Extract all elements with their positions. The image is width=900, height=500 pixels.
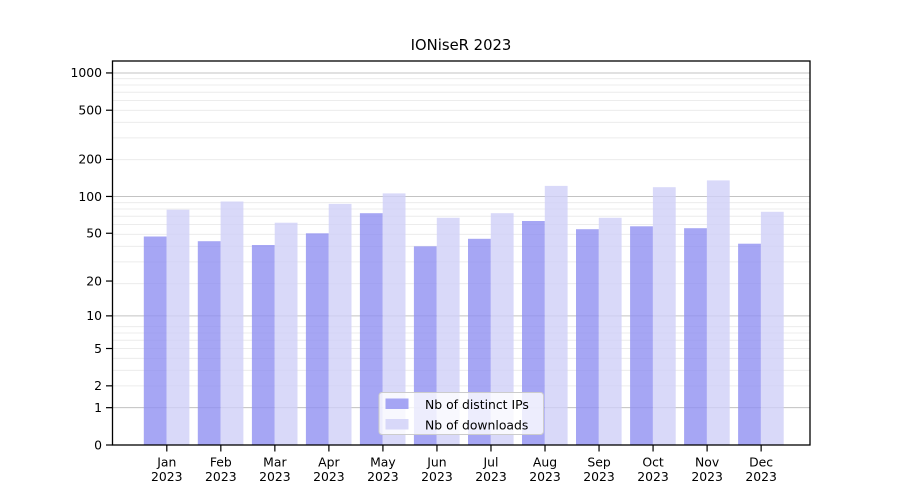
chart-title: IONiseR 2023 <box>410 37 512 54</box>
legend-label-nb-of-downloads: Nb of downloads <box>425 418 528 433</box>
x-tick-label-month-mar: Mar <box>263 455 287 470</box>
x-tick-label-year-mar: 2023 <box>259 469 291 484</box>
y-tick-label-2: 2 <box>94 378 102 393</box>
bar-oct-nb-of-distinct-ips <box>630 226 653 445</box>
x-tick-label-month-jun: Jun <box>426 455 446 470</box>
x-tick-label-year-aug: 2023 <box>529 469 561 484</box>
y-tick-label-100: 100 <box>78 189 102 204</box>
x-tick-label-month-jul: Jul <box>483 455 499 470</box>
bar-nov-nb-of-distinct-ips <box>684 228 707 445</box>
y-tick-label-0: 0 <box>94 437 102 452</box>
y-tick-label-500: 500 <box>78 103 102 118</box>
x-tick-label-year-jan: 2023 <box>151 469 183 484</box>
legend-label-nb-of-distinct-ips: Nb of distinct IPs <box>425 397 529 412</box>
bar-mar-nb-of-distinct-ips <box>251 245 275 445</box>
y-tick-label-200: 200 <box>78 152 102 167</box>
x-tick-label-year-sep: 2023 <box>583 469 615 484</box>
x-tick-label-year-oct: 2023 <box>637 469 669 484</box>
x-tick-label-month-may: May <box>370 455 396 470</box>
bar-jun-nb-of-downloads <box>436 217 460 445</box>
y-tick-label-10: 10 <box>86 308 102 323</box>
x-tick-label-year-apr: 2023 <box>313 469 345 484</box>
x-tick-label-month-oct: Oct <box>642 455 664 470</box>
bar-mar-nb-of-downloads <box>274 222 298 445</box>
bar-sep-nb-of-downloads <box>598 217 622 445</box>
x-tick-label-month-dec: Dec <box>749 455 773 470</box>
y-tick-label-1000: 1000 <box>70 65 102 80</box>
bar-dec-nb-of-downloads <box>760 211 784 445</box>
bar-sep-nb-of-distinct-ips <box>576 229 599 445</box>
bar-apr-nb-of-distinct-ips <box>305 233 329 445</box>
bar-jul-nb-of-downloads <box>490 213 514 445</box>
x-axis: Jan2023Feb2023Mar2023Apr2023May2023Jun20… <box>151 445 777 484</box>
bar-jan-nb-of-downloads <box>166 209 190 445</box>
bar-aug-nb-of-distinct-ips <box>522 221 545 445</box>
bar-dec-nb-of-distinct-ips <box>738 243 761 445</box>
bar-aug-nb-of-downloads <box>544 185 568 445</box>
x-tick-label-year-jul: 2023 <box>475 469 507 484</box>
x-tick-label-year-dec: 2023 <box>745 469 777 484</box>
bar-nov-nb-of-downloads <box>706 180 730 445</box>
y-tick-label-50: 50 <box>86 226 102 241</box>
legend: Nb of distinct IPs Nb of downloads <box>378 392 544 435</box>
x-tick-label-month-nov: Nov <box>695 455 719 470</box>
bar-jan-nb-of-distinct-ips <box>143 236 167 445</box>
bar-feb-nb-of-downloads <box>220 201 244 445</box>
x-tick-label-month-feb: Feb <box>210 455 232 470</box>
legend-swatch-nb-of-downloads <box>385 419 409 430</box>
x-tick-label-month-jan: Jan <box>156 455 176 470</box>
x-tick-label-month-sep: Sep <box>587 455 610 470</box>
bar-oct-nb-of-downloads <box>652 187 676 445</box>
series-nb-of-downloads <box>166 180 784 445</box>
plot-border <box>111 60 811 446</box>
legend-swatch-nb-of-distinct-ips <box>385 398 409 409</box>
y-tick-label-1: 1 <box>94 400 102 415</box>
y-axis: 0 1 2 5 10 20 50 100 200 500 1000 <box>70 65 113 452</box>
x-tick-label-year-jun: 2023 <box>421 469 453 484</box>
bar-apr-nb-of-downloads <box>328 203 352 445</box>
legend-box <box>378 392 544 435</box>
x-tick-label-year-nov: 2023 <box>691 469 723 484</box>
y-tick-label-20: 20 <box>86 273 102 288</box>
bar-may-nb-of-distinct-ips <box>359 213 383 445</box>
bar-may-nb-of-downloads <box>382 193 406 445</box>
y-tick-label-5: 5 <box>94 341 102 356</box>
x-tick-label-year-feb: 2023 <box>205 469 237 484</box>
x-tick-label-month-aug: Aug <box>533 455 557 470</box>
bar-feb-nb-of-distinct-ips <box>197 241 221 445</box>
x-tick-label-year-may: 2023 <box>367 469 399 484</box>
x-tick-label-month-apr: Apr <box>318 455 340 470</box>
